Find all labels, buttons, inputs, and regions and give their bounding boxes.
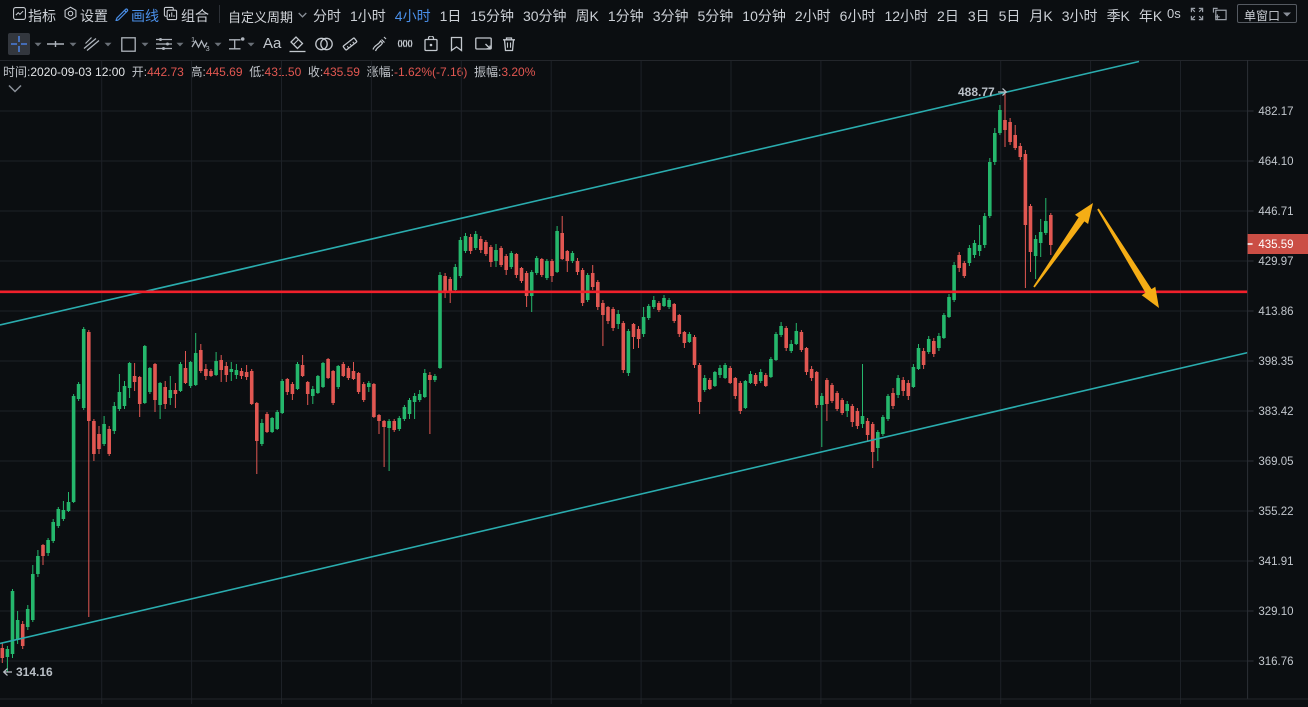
svg-text:464.10: 464.10 xyxy=(1258,156,1293,168)
svg-text:398.35: 398.35 xyxy=(1258,356,1293,368)
svg-text:482.17: 482.17 xyxy=(1258,106,1293,118)
svg-text:329.10: 329.10 xyxy=(1258,606,1293,618)
svg-text:369.05: 369.05 xyxy=(1258,456,1293,468)
svg-text:488.77: 488.77 xyxy=(958,85,995,99)
svg-text:355.22: 355.22 xyxy=(1258,506,1293,518)
svg-text:316.76: 316.76 xyxy=(1258,656,1293,668)
svg-text:1: 1 xyxy=(191,36,195,44)
svg-text:314.16: 314.16 xyxy=(16,665,53,679)
svg-text:413.86: 413.86 xyxy=(1258,306,1293,318)
svg-text:341.91: 341.91 xyxy=(1258,556,1293,568)
svg-text:446.71: 446.71 xyxy=(1258,206,1293,218)
svg-text:383.42: 383.42 xyxy=(1258,406,1293,418)
svg-text:429.97: 429.97 xyxy=(1258,256,1293,268)
svg-text:3: 3 xyxy=(206,44,210,52)
svg-text:435.59: 435.59 xyxy=(1258,239,1293,251)
